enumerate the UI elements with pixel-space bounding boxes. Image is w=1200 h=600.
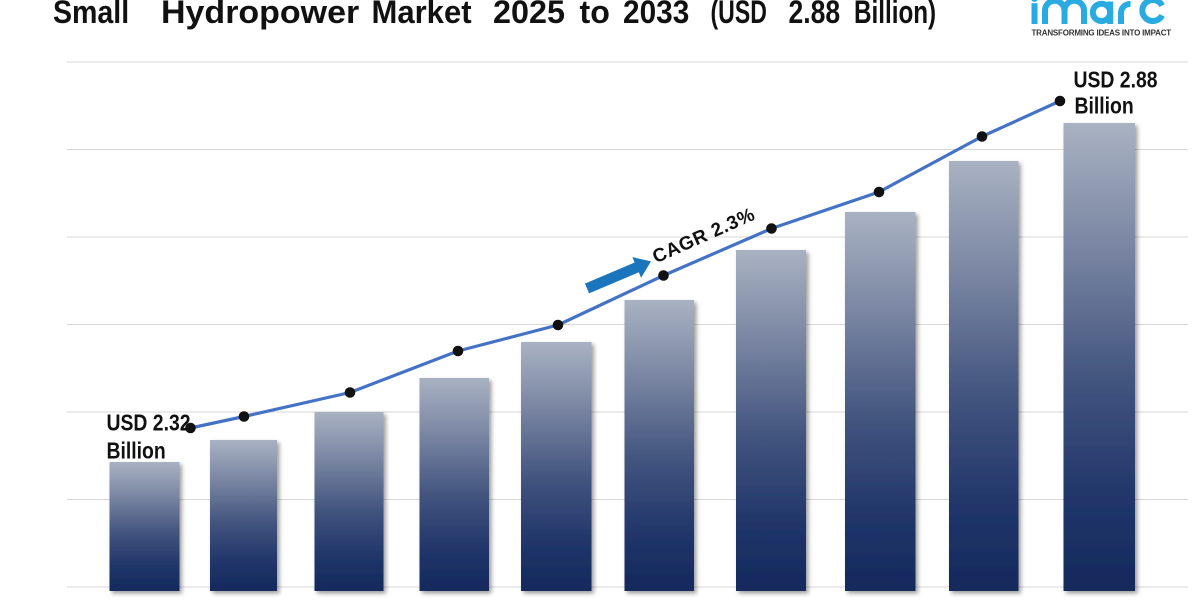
svg-text:Market: Market	[372, 0, 473, 30]
svg-text:2.88: 2.88	[789, 0, 841, 31]
svg-text:USD 2.88: USD 2.88	[1074, 67, 1158, 93]
svg-text:2033: 2033	[623, 0, 689, 30]
svg-text:Small: Small	[53, 0, 129, 30]
svg-text:Billion: Billion	[107, 438, 166, 464]
svg-text:Billion: Billion	[1075, 93, 1134, 119]
svg-text:Billion): Billion)	[854, 0, 936, 31]
svg-text:(USD: (USD	[711, 0, 767, 30]
svg-text:USD 2.32: USD 2.32	[107, 410, 191, 436]
svg-text:to: to	[580, 0, 610, 30]
svg-text:Hydropower: Hydropower	[161, 0, 359, 30]
svg-text:TRANSFORMING IDEAS INTO IMPACT: TRANSFORMING IDEAS INTO IMPACT	[1032, 29, 1172, 38]
svg-text:2025: 2025	[493, 0, 565, 30]
